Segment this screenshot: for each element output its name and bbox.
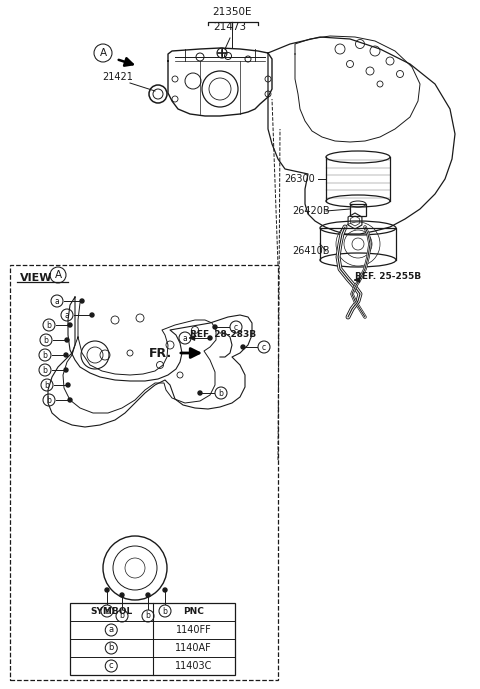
Text: FR.: FR. xyxy=(149,347,172,360)
Text: c: c xyxy=(262,342,266,351)
Text: c: c xyxy=(109,661,114,670)
Text: 26420B: 26420B xyxy=(292,206,330,216)
Text: b: b xyxy=(44,336,48,344)
Circle shape xyxy=(105,588,109,592)
Circle shape xyxy=(64,368,68,372)
Text: a: a xyxy=(55,296,60,305)
Text: 21473: 21473 xyxy=(214,22,247,32)
Text: a: a xyxy=(65,311,70,320)
Text: b: b xyxy=(218,389,223,398)
Circle shape xyxy=(66,383,70,387)
Bar xyxy=(70,603,235,675)
Circle shape xyxy=(80,299,84,303)
Text: 26300: 26300 xyxy=(284,174,315,184)
Text: b: b xyxy=(43,365,48,375)
Text: REF. 28-283B: REF. 28-283B xyxy=(190,330,256,339)
Bar xyxy=(350,204,366,216)
Text: b: b xyxy=(163,606,168,615)
Text: b: b xyxy=(45,380,49,389)
Circle shape xyxy=(146,593,150,597)
Text: b: b xyxy=(43,351,48,360)
Circle shape xyxy=(68,323,72,327)
Text: PNC: PNC xyxy=(183,608,204,617)
Circle shape xyxy=(208,336,212,340)
Circle shape xyxy=(198,391,202,395)
Circle shape xyxy=(241,345,245,349)
Text: a: a xyxy=(182,333,187,342)
Text: 21421: 21421 xyxy=(103,72,133,82)
Text: SYMBOL: SYMBOL xyxy=(90,608,132,617)
Text: b: b xyxy=(120,612,124,621)
Text: a: a xyxy=(108,626,114,635)
Text: 26410B: 26410B xyxy=(292,246,329,256)
Text: VIEW: VIEW xyxy=(20,273,52,283)
Circle shape xyxy=(64,353,68,357)
Text: A: A xyxy=(99,48,107,58)
Text: b: b xyxy=(108,644,114,652)
Bar xyxy=(10,265,278,680)
Circle shape xyxy=(68,398,72,402)
Text: b: b xyxy=(47,320,51,329)
Circle shape xyxy=(163,588,167,592)
Circle shape xyxy=(65,338,69,342)
Text: A: A xyxy=(54,270,61,280)
Text: 1140FF: 1140FF xyxy=(176,625,212,635)
Text: REF. 25-255B: REF. 25-255B xyxy=(355,272,421,281)
Text: b: b xyxy=(145,612,150,621)
Text: b: b xyxy=(47,395,51,404)
Text: 1140AF: 1140AF xyxy=(175,643,212,653)
Text: b: b xyxy=(105,606,109,615)
Circle shape xyxy=(90,313,94,317)
Circle shape xyxy=(120,593,124,597)
Circle shape xyxy=(213,325,217,329)
Text: 21350E: 21350E xyxy=(212,7,252,17)
Text: 11403C: 11403C xyxy=(175,661,213,671)
Text: c: c xyxy=(234,322,238,331)
